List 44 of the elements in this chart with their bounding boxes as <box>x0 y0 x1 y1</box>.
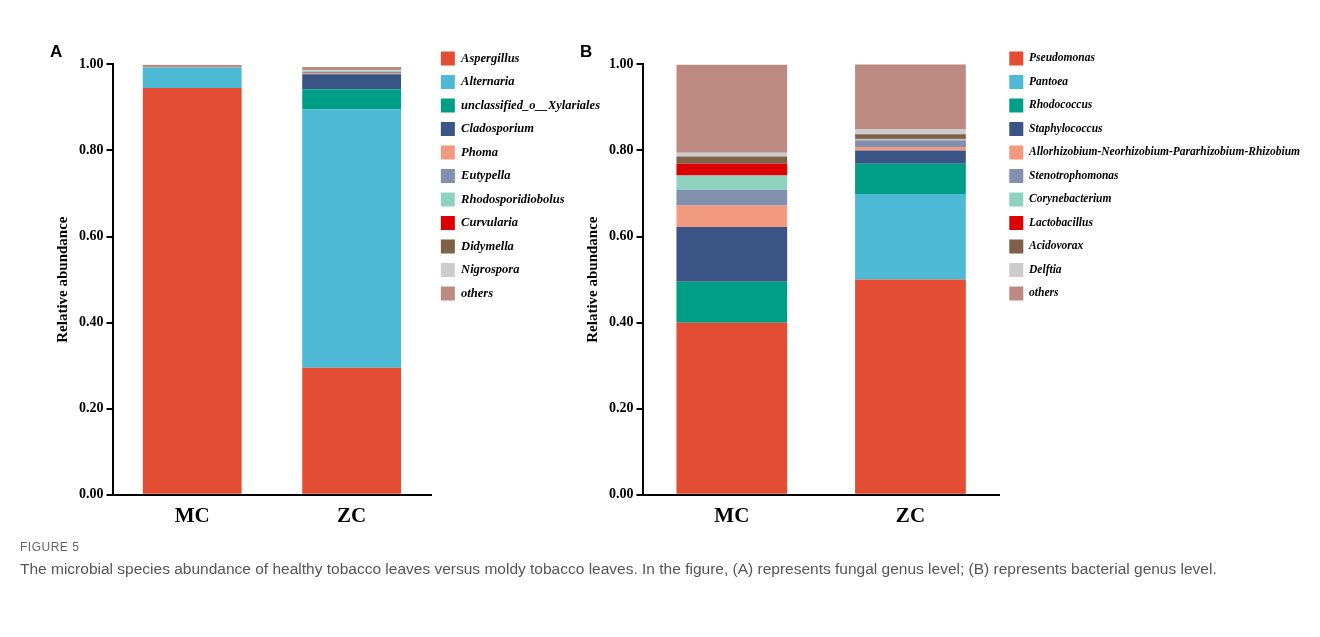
legend-label: Rhodosporidiobolus <box>460 191 565 206</box>
legend-label: Delftia <box>1028 262 1062 276</box>
legend-label: unclassified_o__Xylariales <box>461 97 601 112</box>
legend-label: Didymella <box>460 238 514 253</box>
legend-label: Phoma <box>461 144 498 159</box>
legend-label: others <box>1029 286 1059 299</box>
y-tick-label: 0.40 <box>79 314 104 330</box>
legend-label: Cladosporium <box>461 121 535 136</box>
legend-label: Curvularia <box>461 215 519 230</box>
y-tick-label: 1.00 <box>79 56 104 72</box>
legend-label: Pantoea <box>1029 74 1069 87</box>
y-axis-title: Relative abundance <box>583 216 600 343</box>
x-tick-label: ZC <box>337 502 367 527</box>
x-tick-label: MC <box>174 502 210 527</box>
x-tick-label: MC <box>714 502 750 527</box>
y-tick-label: 0.20 <box>609 400 634 416</box>
y-tick-label: 0.60 <box>609 228 634 244</box>
y-tick-label: 0.00 <box>79 486 104 502</box>
y-tick-label: 0.00 <box>609 486 634 502</box>
legend-label: Rhodococcus <box>1028 98 1093 111</box>
y-tick-label: 0.80 <box>609 142 634 158</box>
y-tick-label: 0.80 <box>79 142 104 158</box>
legend-label: Lactobacillus <box>1028 215 1094 228</box>
legend-label: others <box>461 285 494 300</box>
y-tick-label: 1.00 <box>609 56 634 72</box>
legend-label: Corynebacterium <box>1029 192 1112 206</box>
legend-label: Stenotrophomonas <box>1029 168 1120 182</box>
text: The microbial species abundance of healthy tobacco leaves versus moldy tobacco leaves. In the figure, (A) represents fungal genus level; (B) represents bacterial genus level. <box>20 559 1218 579</box>
legend-label: Pseudomonas <box>1029 51 1096 64</box>
legend-label: Nigrospora <box>460 262 520 277</box>
legend-label: Acidovorax <box>1028 239 1084 252</box>
chart-title: A <box>50 41 63 61</box>
y-tick-label: 0.40 <box>609 314 634 330</box>
legend-label: Eutypella <box>460 168 511 183</box>
legend-label: Staphylococcus <box>1029 121 1104 135</box>
y-axis-title: Relative abundance <box>53 216 70 343</box>
legend-label: Aspergillus <box>460 50 520 65</box>
y-tick-label: 0.60 <box>79 228 104 244</box>
legend-label: Allorhizobium-Neorhizobium-Pararhizobium-Rhizobium <box>1028 145 1301 158</box>
y-tick-label: 0.20 <box>79 400 104 416</box>
caption: FIGURE 5 <box>20 540 81 554</box>
chart-title: B <box>580 41 593 61</box>
legend-label: Alternaria <box>460 74 515 89</box>
x-tick-label: ZC <box>895 502 926 527</box>
